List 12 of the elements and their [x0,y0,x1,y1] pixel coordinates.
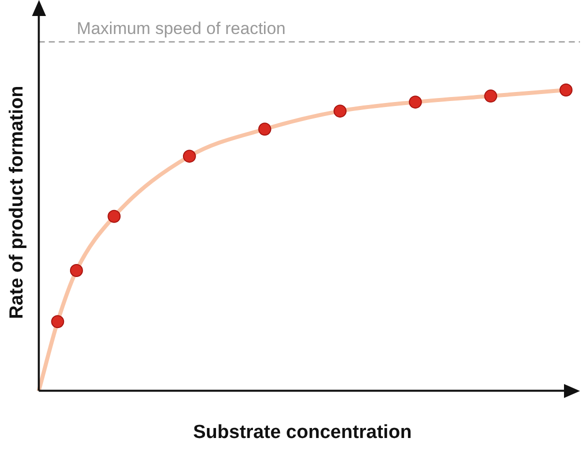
point [108,210,121,223]
point [560,84,572,97]
point [70,264,83,277]
ref-line-label: Maximum speed of reaction [76,19,286,38]
point [258,122,272,136]
point [51,315,64,328]
point [334,104,347,118]
point [408,96,422,109]
y-axis-title: Rate of product formation [6,86,28,320]
x-axis-title: Substrate concentration [193,422,412,443]
point [484,90,498,103]
point [182,150,196,163]
